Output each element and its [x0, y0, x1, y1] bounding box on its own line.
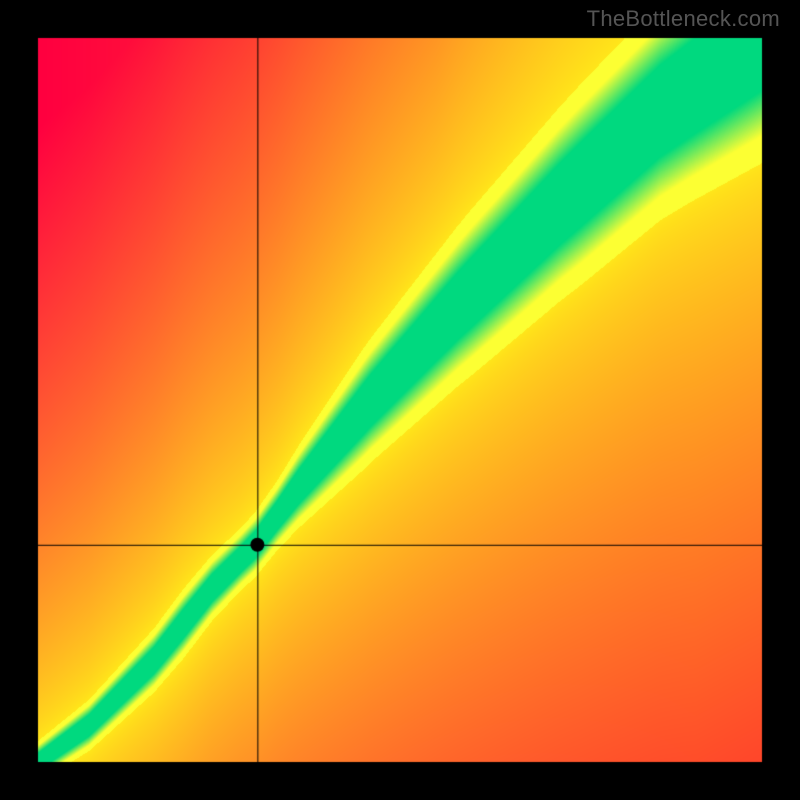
bottleneck-heatmap — [0, 0, 800, 800]
chart-container: TheBottleneck.com — [0, 0, 800, 800]
watermark-text: TheBottleneck.com — [587, 6, 780, 32]
